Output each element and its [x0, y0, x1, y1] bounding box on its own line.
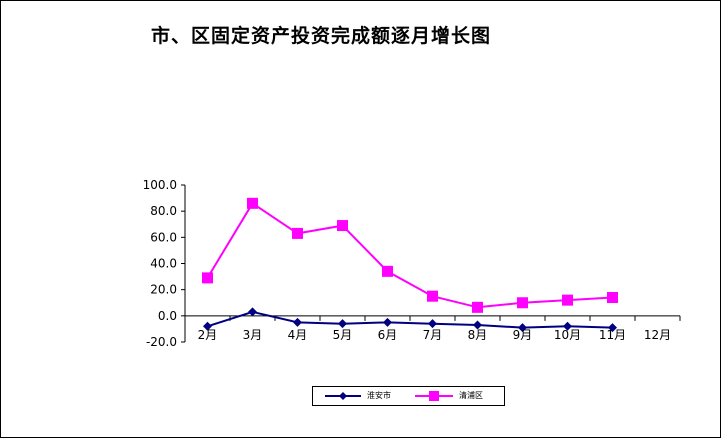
y-tick-label: 60.0: [150, 230, 177, 244]
x-tick-label: 4月: [288, 328, 308, 342]
legend-swatch-series-2: [415, 391, 453, 401]
series-line-1: [207, 310, 613, 329]
series-1-point: [563, 321, 572, 331]
y-tick-label: 40.0: [150, 257, 177, 271]
series-2-point: [292, 227, 303, 239]
legend-swatch-series-1: [325, 392, 361, 400]
x-tick-label: 12月: [644, 328, 671, 342]
x-tick-label: 3月: [243, 328, 263, 342]
y-tick-label: 20.0: [150, 283, 177, 297]
x-tick-label: 6月: [378, 328, 398, 342]
y-tick-label: 0.0: [158, 309, 177, 323]
series-1-point: [473, 320, 482, 330]
series-1-point: [203, 321, 212, 331]
series-2-point: [337, 220, 348, 232]
series-1-point: [248, 307, 257, 317]
series-2-point: [427, 290, 438, 302]
series-2-point: [607, 292, 618, 304]
series-1-point: [293, 317, 302, 327]
chart-title: 市、区固定资产投资完成额逐月增长图: [150, 25, 491, 47]
x-tick-label: 7月: [423, 328, 443, 342]
y-tick-label: 80.0: [150, 204, 177, 218]
series-2-point: [202, 272, 213, 284]
legend-label-series-1: 淮安市: [367, 391, 391, 400]
x-tick-label: 9月: [513, 328, 533, 342]
y-tick-label: 100.0: [143, 178, 177, 192]
series-1-point: [518, 323, 527, 333]
x-tick-label: 8月: [468, 328, 488, 342]
x-tick-label: 10月: [554, 328, 581, 342]
legend-label-series-2: 清浦区: [459, 391, 483, 400]
series-1-point: [338, 319, 347, 329]
series-1-point: [428, 319, 437, 329]
series-2-point: [382, 265, 393, 277]
series-1-point: [383, 317, 392, 327]
y-tick-label: -20.0: [146, 335, 177, 349]
series-2-point: [472, 301, 483, 313]
series-2-point: [247, 197, 258, 209]
x-tick-label: 11月: [599, 328, 626, 342]
series-2-point: [517, 297, 528, 309]
series-1-point: [608, 323, 617, 333]
x-tick-label: 2月: [198, 328, 218, 342]
legend: 淮安市 清浦区: [312, 386, 505, 406]
series-2-point: [562, 294, 573, 306]
series-line-2: [206, 201, 613, 309]
x-tick-label: 5月: [333, 328, 353, 342]
legend-item-series-2: 清浦区: [413, 387, 498, 405]
legend-item-series-1: 淮安市: [323, 387, 403, 405]
